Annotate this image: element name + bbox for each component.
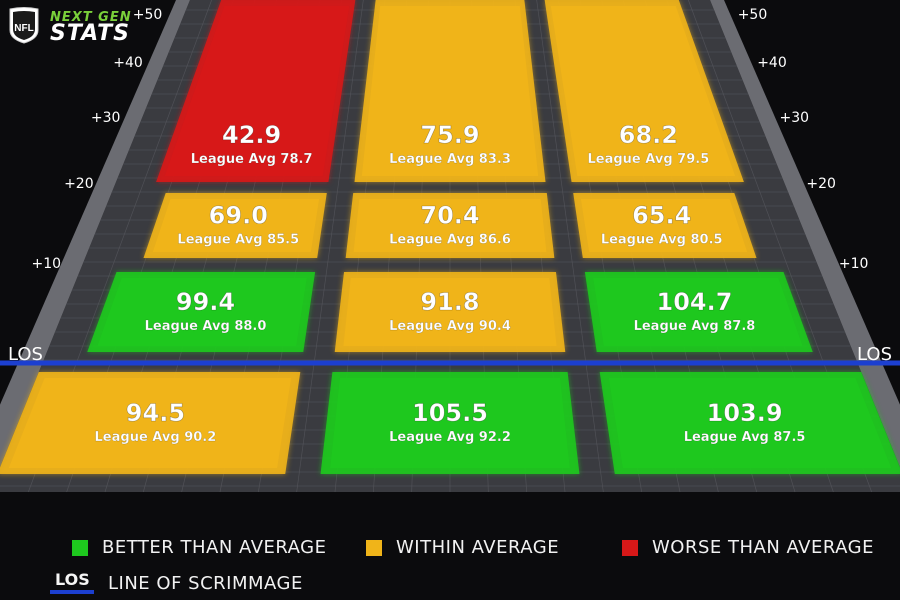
zone-value: 70.4 [420, 202, 479, 230]
zone-league-avg: League Avg 86.6 [389, 233, 511, 248]
legend-item-better: BETTER THAN AVERAGE [72, 537, 326, 558]
zone-deep-left: 42.9 League Avg 78.7 [156, 0, 356, 182]
logo-next-gen-text: NEXT GEN [50, 10, 132, 25]
zone-value: 104.7 [657, 288, 733, 316]
zone-behind-right: 103.9 League Avg 87.5 [599, 372, 900, 474]
zone-league-avg: League Avg 92.2 [389, 430, 511, 445]
legend-los-line-swatch [50, 590, 94, 594]
zone-league-avg: League Avg 87.5 [684, 430, 806, 445]
legend-label-within: WITHIN AVERAGE [396, 537, 560, 558]
zone-value: 103.9 [707, 399, 783, 427]
field-graphic: 42.9 League Avg 78.7 75.9 League Avg 83.3 68… [0, 0, 900, 493]
yard-marker-left: +40 [113, 55, 143, 71]
zone-panel [8, 378, 292, 468]
legend-swatch-better [72, 539, 88, 556]
zone-value: 94.5 [126, 399, 185, 427]
zone-short-middle: 91.8 League Avg 90.4 [334, 272, 566, 352]
los-label-left: LOS [8, 344, 43, 365]
grid-line-vertical [536, 0, 604, 493]
nfl-shield-icon: NFL [9, 7, 39, 44]
zone-panel [152, 199, 320, 252]
zone-intermediate-right: 65.4 League Avg 80.5 [573, 193, 757, 258]
legend-label-worse: WORSE THAN AVERAGE [652, 537, 874, 558]
yard-marker-right: +50 [738, 7, 768, 23]
zone-league-avg: League Avg 79.5 [587, 152, 709, 167]
zone-league-avg: League Avg 80.5 [601, 233, 723, 248]
zone-value: 65.4 [632, 202, 691, 230]
legend: BETTER THAN AVERAGE WITHIN AVERAGE WORSE… [0, 520, 900, 600]
zone-value: 69.0 [209, 202, 268, 230]
legend-label-better: BETTER THAN AVERAGE [102, 537, 327, 558]
zone-league-avg: League Avg 90.2 [95, 430, 217, 445]
nfl-shield-text: NFL [14, 23, 33, 34]
zone-panel [330, 378, 570, 468]
zone-league-avg: League Avg 85.5 [177, 233, 299, 248]
logo-stats-text: STATS [50, 21, 130, 46]
yard-marker-left: +20 [64, 176, 94, 192]
yard-marker-left: +50 [133, 7, 163, 23]
los-label-right: LOS [857, 344, 892, 365]
zone-league-avg: League Avg 83.3 [389, 152, 511, 167]
zone-behind-left: 94.5 League Avg 90.2 [0, 372, 301, 474]
zone-panel [608, 378, 892, 468]
zone-value: 91.8 [420, 288, 479, 316]
zone-value: 42.9 [222, 121, 281, 149]
yard-marker-right: +10 [839, 256, 869, 272]
legend-swatch-within [366, 539, 382, 556]
zone-panel [361, 6, 539, 176]
zone-league-avg: League Avg 87.8 [634, 319, 756, 334]
zone-deep-middle: 75.9 League Avg 83.3 [354, 0, 546, 182]
zone-short-left: 99.4 League Avg 88.0 [87, 272, 316, 352]
legend-los-tag: LOS [50, 570, 94, 596]
yard-marker-right: +40 [757, 55, 787, 71]
zone-value: 99.4 [176, 288, 235, 316]
zone-panel [164, 6, 350, 176]
zone-intermediate-middle: 70.4 League Avg 86.6 [345, 193, 555, 258]
zone-panel [353, 199, 547, 252]
right-sideline [710, 0, 900, 468]
legend-item-los: LOS LINE OF SCRIMMAGE [50, 570, 303, 596]
zone-short-right: 104.7 League Avg 87.8 [584, 272, 813, 352]
yard-marker-right: +30 [780, 110, 810, 126]
zone-value: 68.2 [619, 121, 678, 149]
legend-item-within: WITHIN AVERAGE [366, 537, 559, 558]
zone-panel [343, 278, 557, 346]
zone-panel [580, 199, 748, 252]
next-gen-stats-logo: NFL NEXT GEN STATS [8, 6, 138, 46]
legend-swatch-worse [622, 539, 638, 556]
zone-panel [97, 278, 307, 346]
zone-league-avg: League Avg 90.4 [389, 319, 511, 334]
legend-item-worse: WORSE THAN AVERAGE [622, 537, 874, 558]
grid-line-vertical [296, 0, 364, 493]
yard-marker-left: +10 [32, 256, 62, 272]
zone-panel [550, 6, 736, 176]
zone-deep-right: 68.2 League Avg 79.5 [544, 0, 744, 182]
zone-panel [593, 278, 803, 346]
zone-league-avg: League Avg 78.7 [191, 152, 313, 167]
zone-intermediate-left: 69.0 League Avg 85.5 [143, 193, 327, 258]
yard-marker-right: +20 [806, 176, 836, 192]
legend-los-tag-text: LOS [55, 570, 90, 589]
zone-value: 105.5 [412, 399, 488, 427]
zone-behind-middle: 105.5 League Avg 92.2 [320, 372, 580, 474]
legend-label-los: LINE OF SCRIMMAGE [108, 572, 303, 594]
zone-league-avg: League Avg 88.0 [145, 319, 267, 334]
yard-marker-left: +30 [91, 110, 121, 126]
zone-value: 75.9 [420, 121, 479, 149]
